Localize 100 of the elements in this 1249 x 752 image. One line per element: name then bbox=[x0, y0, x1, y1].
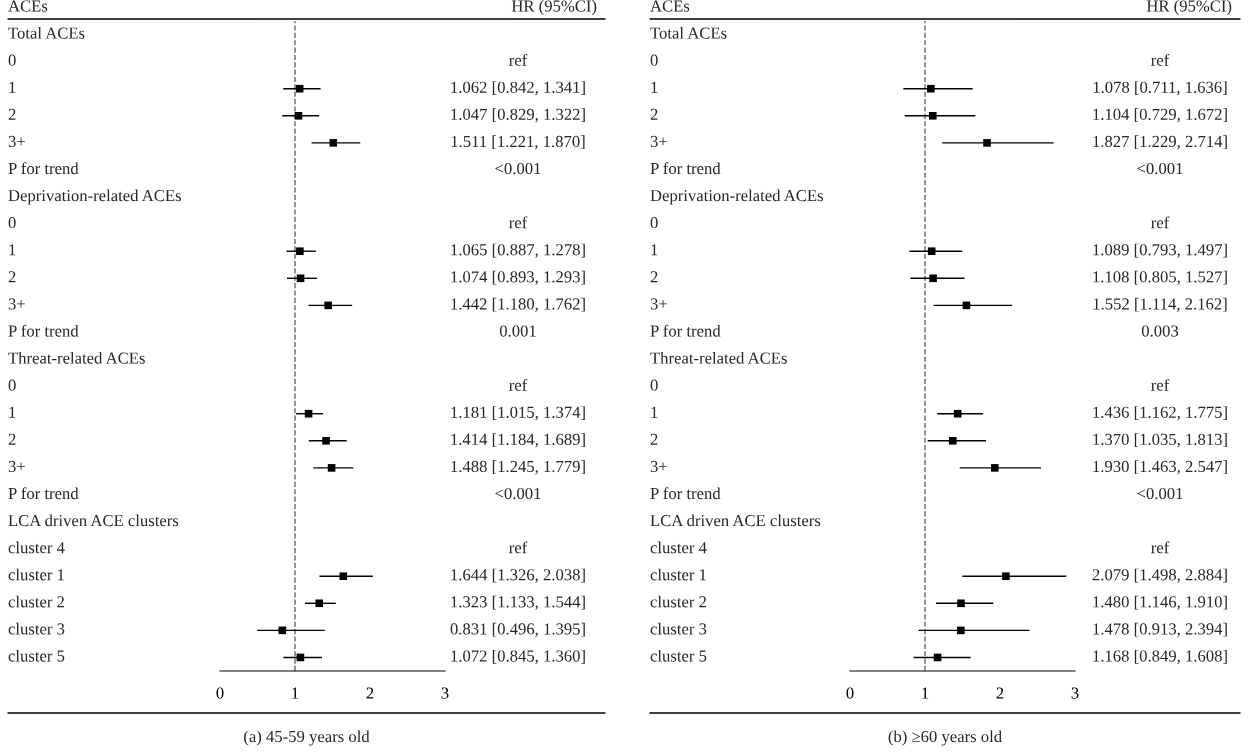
y-tick-label: cluster 3 bbox=[650, 622, 707, 635]
y-tick-label: 1 bbox=[9, 244, 16, 256]
y-tick-label: cluster 1 bbox=[8, 568, 64, 581]
y-tick-label: P for trend bbox=[8, 487, 79, 500]
y-tick-label: Deprivation-related ACEs bbox=[8, 189, 181, 205]
data-label: 1.078 [0.711, 1.636] bbox=[1093, 81, 1227, 96]
data-label: 1.181 [1.015, 1.374] bbox=[451, 406, 585, 421]
point bbox=[315, 599, 324, 608]
text: (a) 45-59 years old bbox=[244, 730, 370, 746]
data-label: 1.480 [1.146, 1.910] bbox=[1093, 595, 1227, 610]
y-tick-label: Threat-related ACEs bbox=[650, 351, 787, 364]
y-tick-label: 3+ bbox=[8, 298, 25, 310]
y-tick-label: 0 bbox=[8, 379, 16, 391]
text: ref bbox=[1151, 378, 1170, 391]
y-tick-label: 0 bbox=[650, 54, 658, 66]
data-label: 1.930 [1.463, 2.547] bbox=[1093, 460, 1227, 475]
y-tick-label: LCA driven ACE clusters bbox=[8, 514, 179, 527]
text: HR (95%CI) bbox=[511, 0, 597, 16]
y-tick-label: P for trend bbox=[8, 162, 79, 175]
data-label: 1.062 [0.842, 1.341] bbox=[451, 81, 585, 96]
y-tick-label: 3+ bbox=[8, 135, 25, 148]
data-label: 1.478 [0.913, 2.394] bbox=[1093, 622, 1227, 637]
y-tick-label: P for trend bbox=[650, 487, 721, 500]
data-label: 1.511 [1.221, 1.870] bbox=[451, 135, 585, 150]
text: ref bbox=[1151, 541, 1170, 554]
y-tick-label: 2 bbox=[8, 271, 16, 283]
text: HR (95%CI) bbox=[1146, 0, 1232, 16]
x-tick-label: 0 bbox=[216, 687, 224, 699]
data-label: 1.552 [1.114, 2.162] bbox=[1093, 297, 1227, 312]
y-axis-title: ACEs bbox=[8, 0, 48, 12]
y-tick-label: Threat-related ACEs bbox=[8, 351, 145, 364]
text: ref bbox=[509, 53, 528, 66]
point bbox=[295, 84, 304, 93]
x-tick-label: 2 bbox=[996, 687, 1004, 699]
y-tick-label: 2 bbox=[650, 271, 658, 283]
data-label: 1.074 [0.893, 1.293] bbox=[451, 270, 585, 285]
point bbox=[339, 572, 348, 581]
y-tick-label: cluster 5 bbox=[8, 649, 65, 662]
y-tick-label: 1 bbox=[651, 244, 658, 256]
point bbox=[327, 464, 336, 472]
text: <0.001 bbox=[495, 162, 541, 175]
y-tick-label: 2 bbox=[650, 108, 658, 120]
y-tick-label: 3+ bbox=[650, 135, 667, 148]
text: ref bbox=[509, 541, 528, 554]
point bbox=[953, 409, 962, 418]
y-tick-label: 0 bbox=[8, 54, 16, 66]
data-label: 1.436 [1.162, 1.775] bbox=[1093, 406, 1227, 421]
y-axis-title: ACEs bbox=[650, 0, 690, 12]
text: 0.003 bbox=[1141, 325, 1179, 337]
y-tick-label: cluster 5 bbox=[650, 649, 707, 662]
point bbox=[324, 301, 332, 310]
y-tick-label: cluster 2 bbox=[650, 595, 707, 608]
y-tick-label: P for trend bbox=[650, 162, 721, 175]
y-tick-label: cluster 1 bbox=[650, 568, 706, 581]
point bbox=[296, 274, 305, 283]
x-tick-label: 1 bbox=[292, 687, 299, 699]
y-tick-label: 3+ bbox=[650, 298, 667, 310]
point bbox=[296, 247, 304, 256]
data-label: 2.079 [1.498, 2.884] bbox=[1092, 568, 1227, 583]
y-tick-label: cluster 3 bbox=[8, 622, 65, 635]
data-label: 1.089 [0.793, 1.497] bbox=[1093, 243, 1227, 258]
y-tick-label: Total ACEs bbox=[650, 26, 727, 39]
y-tick-label: cluster 4 bbox=[650, 541, 707, 554]
x-tick-label: 3 bbox=[1071, 687, 1079, 699]
text: (b) ≥60 years old bbox=[888, 730, 1002, 746]
data-label: 1.370 [1.035, 1.813] bbox=[1093, 433, 1227, 448]
y-tick-label: 0 bbox=[650, 379, 658, 391]
data-label: 1.047 [0.829, 1.322] bbox=[451, 108, 585, 123]
y-tick-label: cluster 2 bbox=[8, 595, 65, 608]
y-tick-label: P for trend bbox=[650, 324, 721, 337]
point bbox=[1002, 572, 1010, 581]
y-tick-label: 2 bbox=[8, 433, 16, 445]
data-label: 0.831 [0.496, 1.395] bbox=[450, 622, 585, 637]
y-tick-label: 1 bbox=[9, 406, 16, 418]
point bbox=[294, 111, 303, 120]
x-tick-label: 0 bbox=[846, 687, 854, 699]
point bbox=[957, 626, 965, 635]
y-tick-label: cluster 4 bbox=[8, 541, 65, 554]
y-tick-label: 1 bbox=[9, 81, 16, 93]
point bbox=[929, 274, 937, 283]
point bbox=[322, 436, 330, 445]
point bbox=[329, 139, 338, 147]
y-tick-label: 0 bbox=[8, 217, 16, 229]
y-tick-label: LCA driven ACE clusters bbox=[650, 514, 821, 527]
point bbox=[990, 464, 999, 472]
y-tick-label: 1 bbox=[651, 81, 658, 93]
y-tick-label: 0 bbox=[650, 217, 658, 229]
data-label: 1.108 [0.805, 1.527] bbox=[1093, 270, 1227, 285]
x-tick-label: 1 bbox=[922, 687, 929, 699]
y-tick-label: 2 bbox=[650, 433, 658, 445]
point bbox=[927, 247, 936, 256]
point bbox=[929, 111, 937, 120]
point bbox=[983, 139, 991, 147]
y-tick-label: 3+ bbox=[650, 460, 667, 473]
data-label: 1.065 [0.887, 1.278] bbox=[451, 243, 585, 258]
data-label: 1.644 [1.326, 2.038] bbox=[451, 568, 585, 583]
data-label: 1.414 [1.184, 1.689] bbox=[451, 433, 585, 448]
text: 0.001 bbox=[499, 325, 536, 337]
text: <0.001 bbox=[495, 487, 541, 500]
x-tick-label: 2 bbox=[366, 687, 374, 699]
